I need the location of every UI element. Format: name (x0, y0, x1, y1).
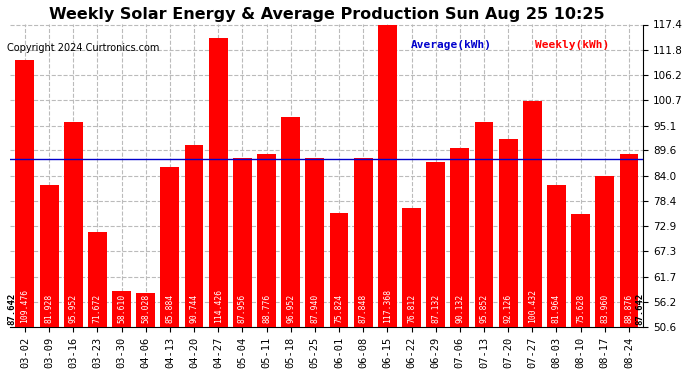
Bar (161, 167, 179, 375)
Bar (571, 214, 590, 375)
Bar (39, 185, 59, 375)
Text: 76.812: 76.812 (407, 294, 416, 324)
Bar (523, 101, 542, 375)
Text: 100.432: 100.432 (528, 290, 537, 324)
Title: Weekly Solar Energy & Average Production Sun Aug 25 10:25: Weekly Solar Energy & Average Production… (49, 7, 604, 22)
Text: 58.028: 58.028 (141, 294, 150, 324)
Text: 75.628: 75.628 (576, 294, 585, 324)
Bar (209, 38, 228, 375)
Text: 90.744: 90.744 (190, 294, 199, 324)
Text: 109.476: 109.476 (21, 290, 30, 324)
Bar (330, 213, 348, 375)
Text: 92.126: 92.126 (504, 294, 513, 324)
Text: 117.368: 117.368 (383, 290, 392, 324)
Bar (499, 139, 518, 375)
Bar (112, 291, 131, 375)
Text: 87.642: 87.642 (7, 292, 16, 325)
Bar (306, 158, 324, 375)
Bar (88, 232, 107, 375)
Bar (378, 25, 397, 375)
Text: 85.884: 85.884 (166, 294, 175, 324)
Text: 81.964: 81.964 (552, 294, 561, 324)
Text: Weekly(kWh): Weekly(kWh) (535, 40, 609, 50)
Text: 96.952: 96.952 (286, 294, 295, 324)
Text: 83.960: 83.960 (600, 294, 609, 324)
Text: 95.852: 95.852 (480, 294, 489, 324)
Bar (354, 158, 373, 375)
Bar (63, 122, 83, 375)
Bar (620, 154, 638, 375)
Bar (233, 158, 252, 375)
Bar (547, 185, 566, 375)
Text: 87.940: 87.940 (310, 294, 319, 324)
Bar (257, 154, 276, 375)
Text: Copyright 2024 Curtronics.com: Copyright 2024 Curtronics.com (7, 43, 159, 53)
Text: 58.610: 58.610 (117, 294, 126, 324)
Text: 87.642: 87.642 (635, 292, 644, 325)
Text: 114.426: 114.426 (214, 290, 223, 324)
Bar (282, 117, 300, 375)
Text: 71.672: 71.672 (93, 294, 102, 324)
Text: 88.776: 88.776 (262, 294, 271, 324)
Text: 81.928: 81.928 (45, 294, 54, 324)
Text: 87.956: 87.956 (238, 294, 247, 324)
Bar (137, 293, 155, 375)
Text: Average(kWh): Average(kWh) (411, 40, 491, 50)
Text: 87.132: 87.132 (431, 294, 440, 324)
Bar (451, 148, 469, 375)
Text: 75.824: 75.824 (335, 294, 344, 324)
Bar (475, 122, 493, 375)
Text: 87.848: 87.848 (359, 294, 368, 324)
Text: 88.876: 88.876 (624, 294, 633, 324)
Text: 90.132: 90.132 (455, 294, 464, 324)
Bar (426, 162, 445, 375)
Bar (185, 145, 204, 375)
Bar (15, 60, 34, 375)
Bar (595, 176, 614, 375)
Text: 95.952: 95.952 (69, 294, 78, 324)
Bar (402, 209, 421, 375)
